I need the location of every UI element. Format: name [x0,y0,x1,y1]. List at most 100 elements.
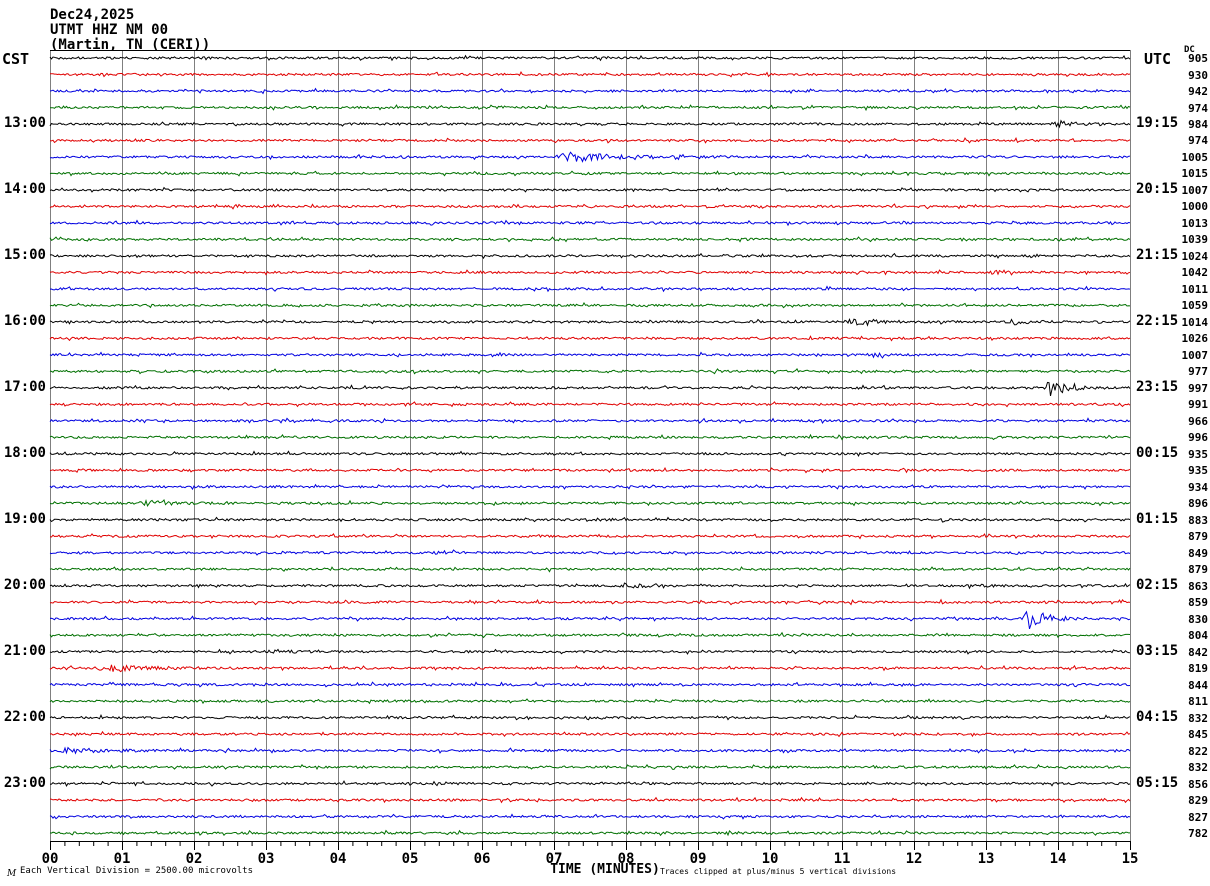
seismogram-trace [49,285,1131,293]
seismogram-trace [49,351,1131,359]
seismogram-trace [49,401,1131,408]
cst-hour-label: 20:00 [3,576,46,593]
seismogram-trace [49,681,1131,688]
utc-hour-label: 21:15 [1136,246,1179,263]
dc-value: 1007 [1181,183,1209,197]
utc-hour-label: 20:15 [1136,180,1179,197]
seismogram-trace [49,269,1131,276]
seismogram-trace [49,483,1131,491]
utc-hour-label: 19:15 [1136,115,1179,131]
x-tick-label: 02 [185,851,203,867]
utc-hour-label: 05:15 [1136,774,1179,791]
seismogram-trace [49,829,1130,837]
dc-value: 977 [1188,365,1208,379]
dc-value: 829 [1188,794,1208,807]
seismogram-trace [49,796,1131,804]
dc-value: 935 [1188,447,1208,461]
dc-value: 879 [1188,563,1208,577]
dc-value: 811 [1188,695,1208,709]
seismogram-trace [49,698,1131,705]
dc-value: 879 [1188,530,1208,544]
dc-value: 842 [1188,645,1208,659]
dc-value: 859 [1188,596,1208,610]
dc-value: 845 [1188,728,1208,742]
title-date: Dec24,2025 [50,7,135,23]
x-tick-label: 06 [473,851,491,867]
seismogram-trace [49,566,1131,573]
dc-value: 849 [1188,546,1208,560]
seismogram-trace [49,610,1131,630]
x-axis-title: TIME (MINUTES) [550,862,660,877]
seismogram-trace [49,780,1131,787]
cst-hour-label: 21:00 [3,642,46,659]
dc-value: 974 [1188,101,1208,115]
seismogram-trace [49,467,1131,474]
seismogram-trace [49,236,1131,243]
utc-hour-label: 04:15 [1136,708,1179,725]
cst-hour-label: 15:00 [3,246,46,263]
seismogram-trace [49,746,1131,755]
dc-value: 844 [1188,678,1208,692]
seismogram-trace [49,417,1131,424]
dc-value: 819 [1188,662,1208,676]
dc-value: 856 [1188,777,1208,791]
dc-value: 991 [1188,398,1208,412]
x-tick-label: 09 [689,851,707,867]
dc-value: 1039 [1181,233,1209,247]
dc-value: 1014 [1181,315,1209,329]
x-tick-label: 10 [761,851,779,867]
dc-value: 905 [1188,52,1208,65]
cst-hour-label: 18:00 [3,444,46,461]
cst-hour-label: 17:00 [3,378,46,395]
seismogram-trace [49,381,1131,397]
left-timezone-label: CST [2,50,30,68]
dc-value: 934 [1188,480,1208,494]
seismogram-trace [49,450,1131,457]
dc-value: 942 [1188,85,1208,98]
seismogram-trace [49,730,1131,738]
watermark-mark: M [7,869,17,879]
dc-value: 930 [1188,68,1208,82]
dc-value: 1024 [1181,249,1209,263]
seismogram-trace [49,516,1131,523]
dc-value: 1042 [1181,266,1209,280]
scale-note: Each Vertical Division = 2500.00 microvo… [20,866,253,876]
seismogram-trace [49,664,1131,673]
clip-note: Traces clipped at plus/minus 5 vertical … [660,867,897,876]
seismogram-trace [49,499,1131,508]
utc-hour-label: 23:15 [1136,378,1179,395]
cst-hour-label: 22:00 [3,708,46,725]
seismogram-trace [49,713,1131,721]
right-timezone-label: UTC [1144,50,1172,68]
x-tick-label: 15 [1121,851,1139,867]
dc-value: 1007 [1181,348,1209,362]
seismogram-trace [49,54,1131,62]
seismogram-trace [49,631,1131,639]
seismogram-trace [49,252,1131,260]
dc-value: 935 [1188,464,1208,478]
seismogram-trace [49,87,1131,95]
utc-hour-label: 00:15 [1136,444,1179,461]
seismogram-trace [49,533,1131,540]
dc-value: 1026 [1181,332,1209,346]
dc-value: 822 [1188,744,1208,758]
utc-hour-label: 03:15 [1136,642,1179,659]
x-tick-label: 05 [401,851,419,867]
x-tick-label: 08 [617,851,635,867]
dc-value: 1011 [1181,282,1209,296]
x-tick-label: 12 [905,851,923,867]
dc-value: 832 [1188,761,1208,775]
dc-column-label: DC [1184,45,1195,55]
seismogram-trace [49,119,1131,129]
dc-value: 974 [1188,134,1208,148]
x-tick-label: 07 [545,851,563,867]
dc-value: 1005 [1181,150,1209,164]
seismogram-trace [50,104,1131,112]
utc-hour-label: 02:15 [1136,576,1179,593]
dc-value: 997 [1188,381,1208,395]
dc-value: 863 [1188,579,1208,593]
dc-value: 1059 [1181,299,1209,313]
seismogram-trace [49,368,1131,375]
